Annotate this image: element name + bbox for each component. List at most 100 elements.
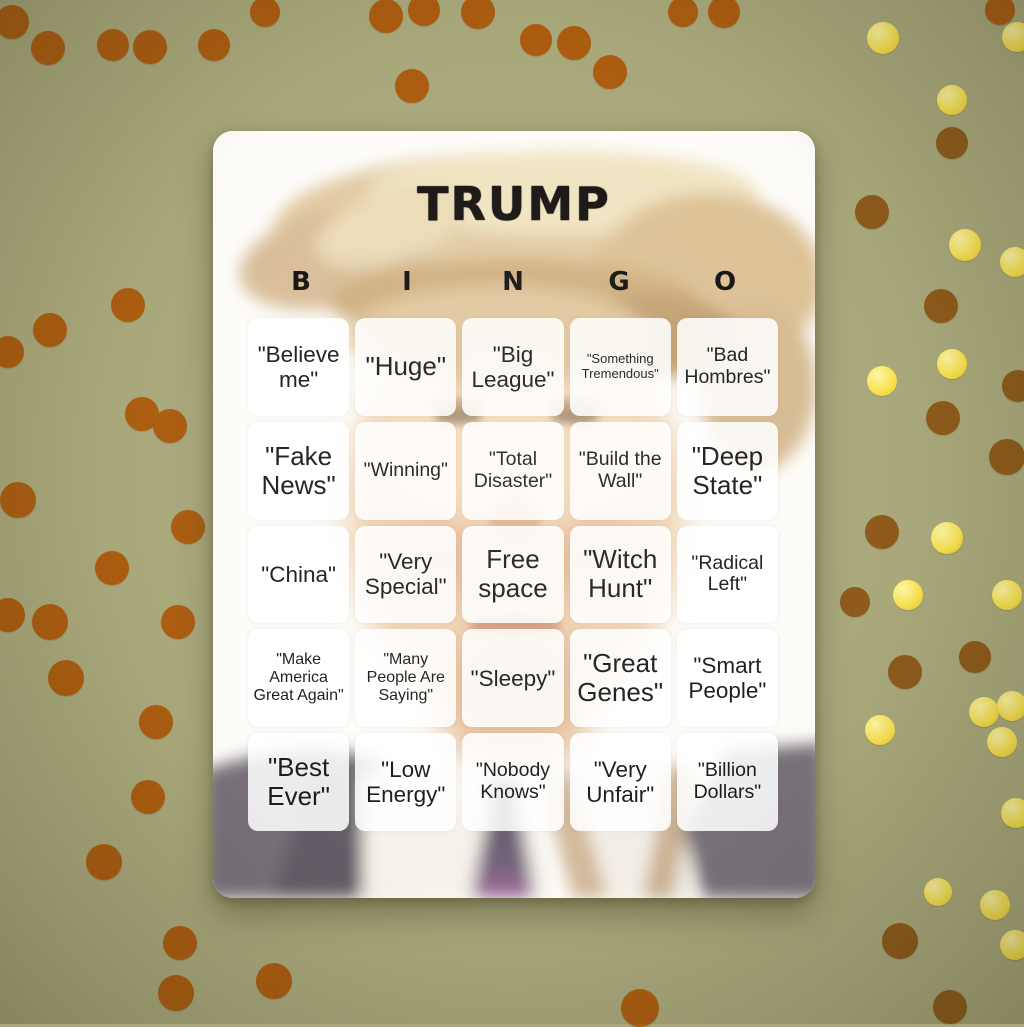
confetti-dot (668, 0, 698, 27)
confetti-dot (250, 0, 280, 27)
bingo-grid: "Believe me" "Huge" "Big League" "Someth… (248, 318, 778, 831)
confetti-dot (959, 641, 991, 673)
bingo-cell[interactable]: "Witch Hunt" (569, 525, 671, 624)
confetti-dot (95, 551, 129, 585)
confetti-dot (0, 5, 29, 39)
confetti-dot (1002, 22, 1024, 52)
confetti-dot (133, 30, 167, 64)
cell-label: "China" (261, 561, 336, 587)
cell-label: Free space (478, 544, 548, 604)
confetti-dot (1002, 370, 1024, 402)
confetti-dot (1001, 798, 1024, 828)
cell-label: "Best Ever" (267, 751, 330, 812)
cell-label: "Witch Hunt" (583, 544, 658, 604)
confetti-dot (992, 580, 1022, 610)
confetti-dot (97, 29, 129, 61)
bingo-cell[interactable]: "Very Special" (355, 525, 457, 624)
cell-label: "Radical Left" (691, 551, 764, 596)
cell-label: "Something Tremendous" (581, 351, 659, 381)
cell-label: "Bad Hombres" (684, 344, 771, 388)
cell-label: "Sleepy" (470, 665, 556, 691)
confetti-dot (924, 878, 952, 906)
card-title: TRUMP (417, 177, 611, 231)
free-space-cell[interactable]: Free space (462, 525, 564, 624)
confetti-dot (131, 780, 165, 814)
confetti-dot (48, 660, 84, 696)
confetti-dot (0, 482, 36, 518)
bingo-cell[interactable]: "Radical Left" (676, 525, 778, 624)
cell-label: "Winning" (363, 458, 448, 481)
bingo-cell[interactable]: "Very Unfair" (569, 733, 671, 831)
bingo-cell[interactable]: "Low Energy" (355, 733, 457, 831)
confetti-dot (933, 990, 967, 1024)
confetti-dot (153, 409, 187, 443)
bingo-cell[interactable]: "Billion Dollars" (676, 733, 778, 831)
bingo-cell[interactable]: "Deep State" (676, 421, 778, 520)
confetti-dot (926, 401, 960, 435)
confetti-dot (161, 605, 195, 639)
confetti-dot (936, 127, 968, 159)
confetti-dot (1000, 930, 1024, 960)
cell-label: "Very Special" (364, 549, 447, 600)
confetti-dot (171, 510, 205, 544)
cell-label: "Huge" (365, 351, 447, 382)
confetti-dot (621, 989, 659, 1027)
confetti-dot (256, 963, 292, 999)
confetti-dot (369, 0, 403, 33)
bingo-cell[interactable]: "Many People Are Saying" (355, 629, 457, 728)
bingo-header: B I N G O (248, 267, 778, 297)
confetti-dot (937, 85, 967, 115)
cell-label: "Many People Are Saying" (366, 651, 445, 705)
bingo-cell[interactable]: "Winning" (355, 421, 457, 520)
confetti-dot (969, 697, 999, 727)
confetti-dot (867, 366, 897, 396)
bingo-cell[interactable]: "Total Disaster" (462, 421, 564, 520)
bingo-cell[interactable]: "Bad Hombres" (676, 318, 778, 416)
bingo-letter-g: G (608, 267, 630, 297)
confetti-dot (32, 604, 68, 640)
confetti-dot (139, 705, 173, 739)
bingo-cell[interactable]: "Sleepy" (462, 629, 564, 728)
confetti-dot (865, 715, 895, 745)
confetti-dot (111, 288, 145, 322)
cell-label: "Make America Great Again" (253, 651, 344, 705)
bingo-cell[interactable]: "Nobody Knows" (462, 733, 564, 831)
confetti-dot (520, 24, 552, 56)
confetti-dot (33, 313, 67, 347)
confetti-dot (158, 975, 194, 1011)
cell-label: "Believe me" (257, 341, 340, 392)
confetti-dot (198, 29, 230, 61)
confetti-dot (985, 0, 1015, 25)
bingo-cell[interactable]: "Big League" (462, 318, 564, 416)
confetti-dot (0, 336, 24, 368)
confetti-dot (924, 289, 958, 323)
bingo-cell[interactable]: "Best Ever" (248, 733, 350, 831)
bingo-cell[interactable]: "Smart People" (676, 629, 778, 728)
cell-label: "Smart People" (688, 653, 767, 704)
bingo-cell[interactable]: "Great Genes" (569, 629, 671, 728)
confetti-dot (840, 587, 870, 617)
cell-label: "Total Disaster" (473, 447, 553, 492)
bingo-letter-n: N (502, 267, 524, 297)
cell-label: "Fake News" (261, 440, 336, 500)
bingo-letter-o: O (713, 267, 737, 297)
bingo-cell[interactable]: "Believe me" (248, 318, 350, 416)
bingo-cell[interactable]: "Something Tremendous" (569, 318, 671, 416)
cell-label: "Very Unfair" (586, 756, 655, 808)
bingo-cell[interactable]: "Fake News" (248, 421, 350, 520)
confetti-dot (708, 0, 740, 28)
confetti-dot (1000, 247, 1024, 277)
confetti-dot (989, 439, 1024, 475)
cell-label: "Billion Dollars" (693, 759, 762, 804)
cell-label: "Build the Wall" (578, 447, 662, 492)
bingo-cell[interactable]: "Build the Wall" (569, 421, 671, 520)
bingo-cell[interactable]: "Huge" (355, 318, 457, 416)
bingo-cell[interactable]: "Make America Great Again" (248, 629, 350, 728)
bingo-cell[interactable]: "China" (248, 525, 350, 624)
confetti-dot (882, 923, 918, 959)
confetti-dot (865, 515, 899, 549)
cell-label: "Low Energy" (366, 756, 446, 808)
confetti-dot (31, 31, 65, 65)
confetti-dot (0, 598, 25, 632)
